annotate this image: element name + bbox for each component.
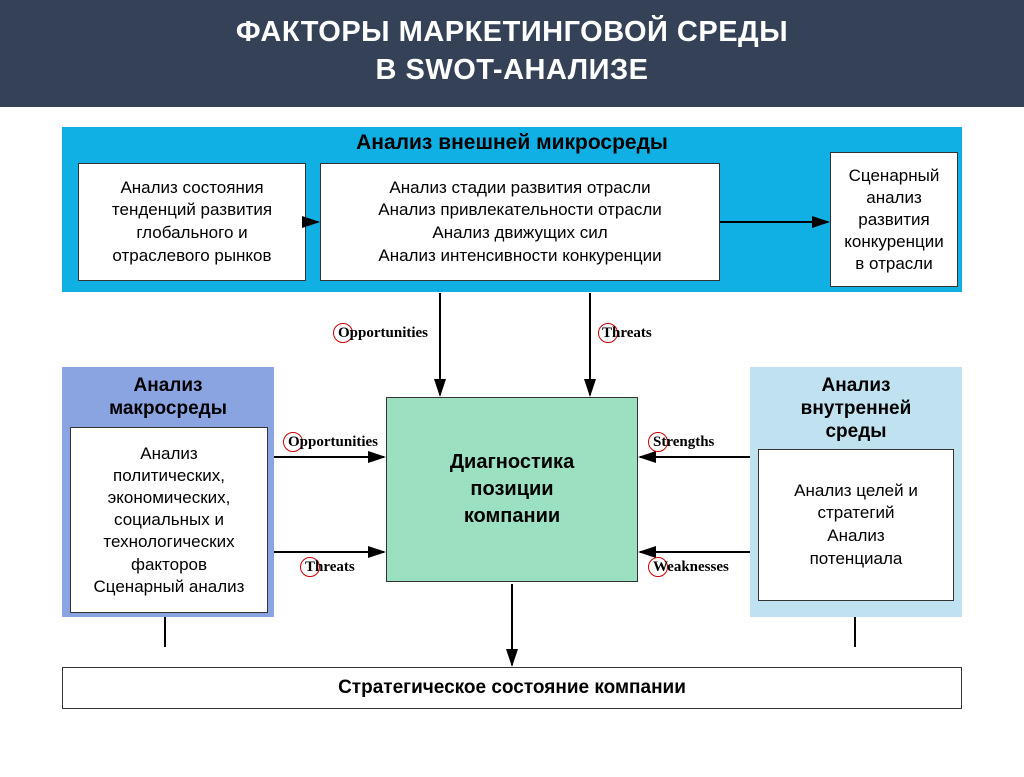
- label-threats-left: Threats: [305, 559, 355, 576]
- center-l1: Диагностика: [450, 449, 574, 476]
- macro-l4: социальных и: [114, 509, 224, 531]
- inner-l1: Анализ целей и: [794, 480, 918, 503]
- micro-box2-l3: Анализ движущих сил: [432, 222, 607, 245]
- slide-header: ФАКТОРЫ МАРКЕТИНГОВОЙ СРЕДЫ В SWOT-АНАЛИ…: [0, 0, 1024, 107]
- micro-box2-l2: Анализ привлекательности отрасли: [378, 199, 661, 222]
- macro-title-l1: Анализ: [134, 375, 203, 396]
- macro-l2: политических,: [113, 465, 225, 487]
- micro-title: Анализ внешней микросреды: [62, 131, 962, 155]
- micro-box3-text: Сценарный анализ развития конкуренции в …: [839, 165, 949, 275]
- inner-box: Анализ целей и стратегий Анализ потенциа…: [758, 449, 954, 601]
- header-line1: ФАКТОРЫ МАРКЕТИНГОВОЙ СРЕДЫ: [236, 16, 788, 48]
- label-strengths: Strengths: [653, 434, 714, 451]
- bottom-text: Стратегическое состояние компании: [338, 677, 686, 699]
- inner-l3: Анализ: [827, 525, 884, 548]
- inner-title-l2: внутренней: [801, 398, 912, 419]
- macro-title-l2: макросреды: [109, 398, 227, 419]
- label-opportunities-top: Opportunities: [338, 325, 428, 342]
- micro-box2-l1: Анализ стадии развития отрасли: [389, 177, 650, 200]
- center-l2: позиции: [470, 476, 553, 503]
- center-l3: компании: [464, 503, 560, 530]
- label-weaknesses: Weaknesses: [653, 559, 729, 576]
- micro-box2-l4: Анализ интенсивности конкуренции: [378, 245, 661, 268]
- macro-l1: Анализ: [140, 443, 197, 465]
- header-line2: В SWOT-АНАЛИЗЕ: [376, 54, 649, 86]
- label-threats-top: Threats: [602, 325, 652, 342]
- macro-title: Анализ макросреды: [62, 375, 274, 421]
- macro-l6: факторов: [131, 554, 207, 576]
- diagram-canvas: Анализ внешней микросреды Анализ состоян…: [0, 107, 1024, 777]
- center-box: Диагностика позиции компании: [386, 397, 638, 582]
- micro-box-3: Сценарный анализ развития конкуренции в …: [830, 152, 958, 287]
- macro-l7: Сценарный анализ: [94, 576, 245, 598]
- micro-box-1: Анализ состояния тенденций развития глоб…: [78, 163, 306, 281]
- bottom-box: Стратегическое состояние компании: [62, 667, 962, 709]
- macro-l5: технологических: [103, 531, 234, 553]
- inner-title-l1: Анализ: [822, 375, 891, 396]
- inner-title: Анализ внутренней среды: [750, 375, 962, 443]
- macro-box: Анализ политических, экономических, соци…: [70, 427, 268, 613]
- label-opportunities-left: Opportunities: [288, 434, 378, 451]
- micro-box1-text: Анализ состояния тенденций развития глоб…: [87, 177, 297, 269]
- inner-l2: стратегий: [817, 502, 894, 525]
- micro-box-2: Анализ стадии развития отрасли Анализ пр…: [320, 163, 720, 281]
- macro-l3: экономических,: [108, 487, 231, 509]
- inner-title-l3: среды: [825, 421, 886, 442]
- inner-l4: потенциала: [810, 548, 903, 571]
